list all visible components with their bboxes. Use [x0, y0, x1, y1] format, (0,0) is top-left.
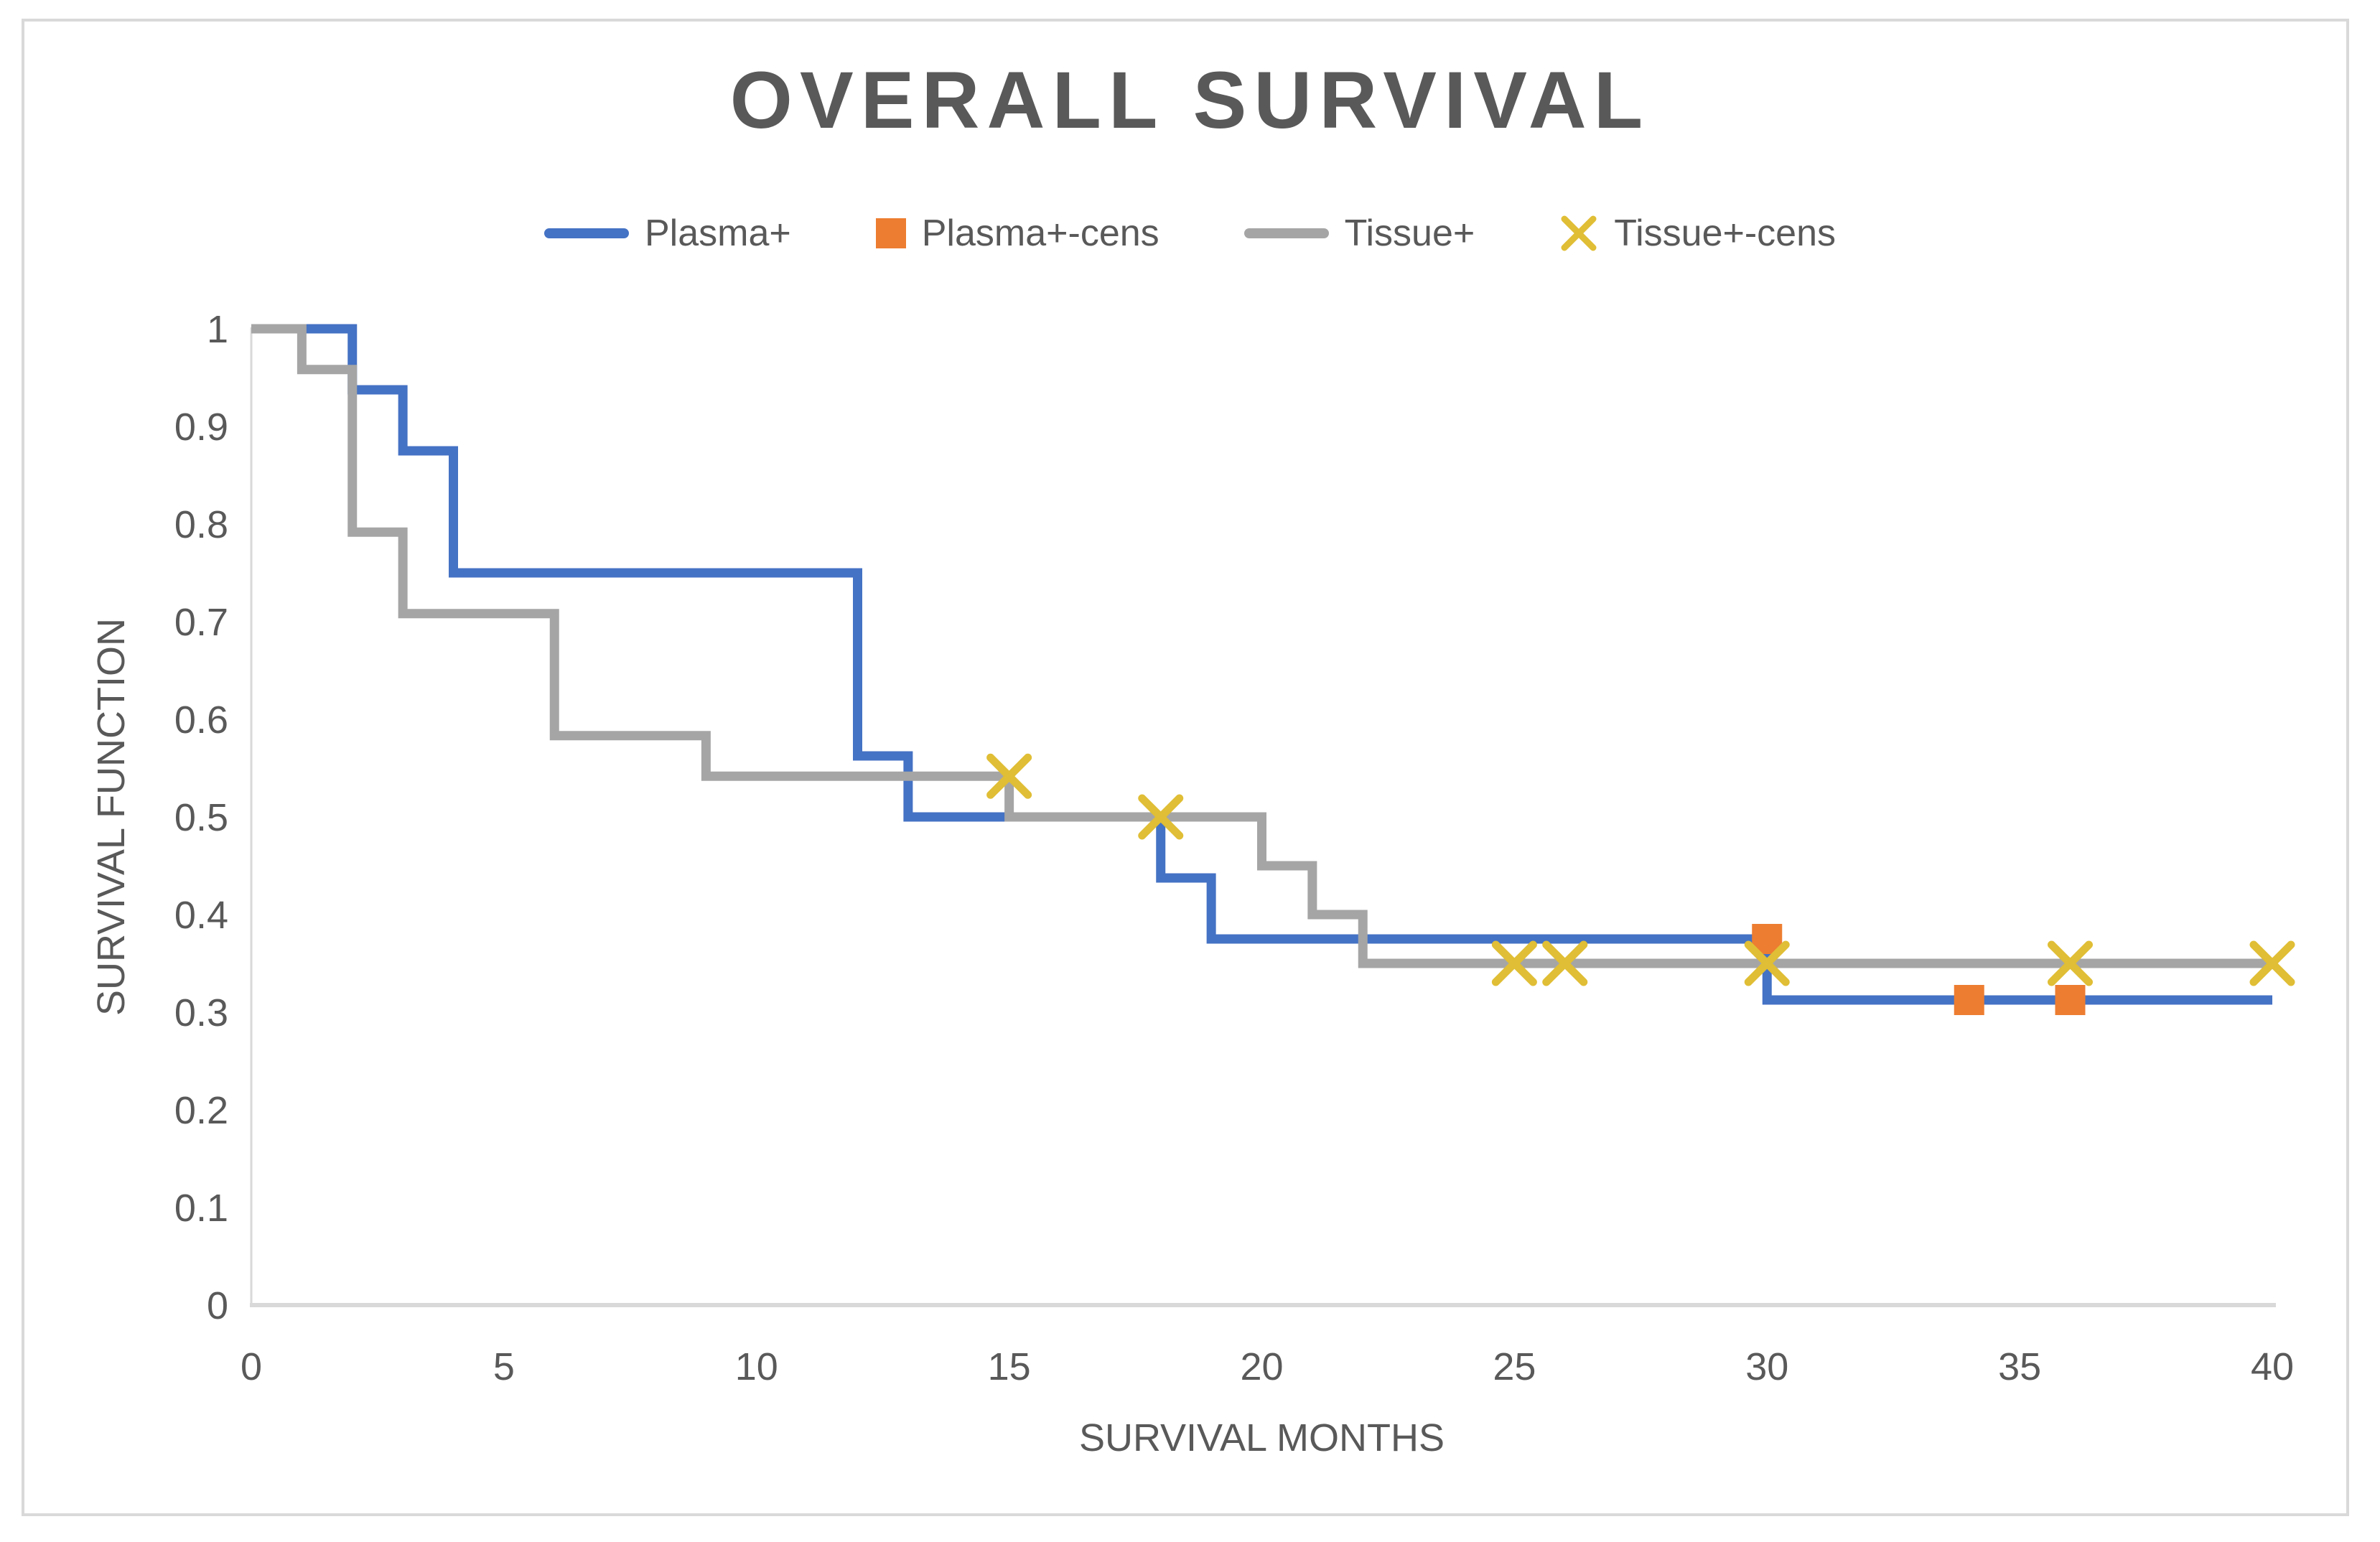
censor-marker-tissue+-cens [1138, 794, 1184, 840]
censor-marker-plasma+-cens [1954, 985, 1984, 1015]
y-tick-label: 0.3 [174, 991, 228, 1034]
legend-item-tissue+: Tissue+ [1243, 212, 1475, 254]
x-axis-title: SURVIVAL MONTHS [1078, 1416, 1445, 1459]
y-tick-label: 0.1 [174, 1187, 228, 1230]
legend-line-swatch [1243, 228, 1329, 238]
x-tick-label: 20 [1240, 1345, 1283, 1388]
legend-item-plasma+: Plasma+ [543, 212, 791, 254]
legend-x-marker-icon [1561, 215, 1597, 251]
y-tick-label: 0.2 [174, 1089, 228, 1132]
legend-label: Plasma+-cens [921, 212, 1159, 254]
x-tick-label: 25 [1493, 1345, 1536, 1388]
censor-marker-tissue+-cens [1542, 940, 1588, 986]
x-tick-label: 5 [493, 1345, 515, 1388]
legend-label: Tissue+-cens [1614, 212, 1837, 254]
censor-marker-tissue+-cens [2249, 940, 2295, 986]
y-tick-label: 0.6 [174, 698, 228, 742]
series-line-tissue+ [251, 324, 2272, 968]
legend-item-plasma+-cens: Plasma+-cens [875, 212, 1159, 254]
censor-marker-tissue+-cens [1491, 940, 1537, 986]
y-tick-label: 0.7 [174, 601, 228, 644]
legend-label: Plasma+ [644, 212, 791, 254]
y-tick-label: 0.4 [174, 894, 228, 937]
y-tick-label: 0.8 [174, 503, 228, 546]
y-axis-title: SURVIVAL FUNCTION [90, 617, 133, 1017]
x-tick-label: 30 [1745, 1345, 1788, 1388]
chart-frame [22, 19, 2349, 1516]
chart-title: OVERALL SURVIVAL [729, 55, 1651, 145]
x-tick-label: 10 [735, 1345, 778, 1388]
y-tick-label: 0.5 [174, 796, 228, 839]
chart-legend: Plasma+ Plasma+-cens Tissue+ Tissue+-cens [0, 214, 2380, 253]
x-tick-label: 35 [1998, 1345, 2041, 1388]
y-tick-label: 0.9 [174, 406, 228, 449]
censor-marker-plasma+-cens [2055, 985, 2086, 1015]
x-tick-label: 0 [241, 1345, 262, 1388]
x-tick-label: 15 [988, 1345, 1031, 1388]
legend-square-marker-icon [875, 218, 906, 248]
censor-marker-tissue+-cens [2048, 940, 2093, 986]
series-line-plasma+ [251, 324, 2272, 1005]
censor-marker-tissue+-cens [986, 753, 1032, 799]
y-tick-label: 1 [207, 308, 228, 351]
legend-line-swatch [543, 228, 629, 238]
x-tick-label: 40 [2251, 1345, 2294, 1388]
legend-item-tissue+-cens: Tissue+-cens [1559, 214, 1836, 253]
censor-marker-tissue+-cens [1744, 940, 1790, 986]
legend-label: Tissue+ [1344, 212, 1475, 254]
y-tick-label: 0 [207, 1284, 228, 1327]
